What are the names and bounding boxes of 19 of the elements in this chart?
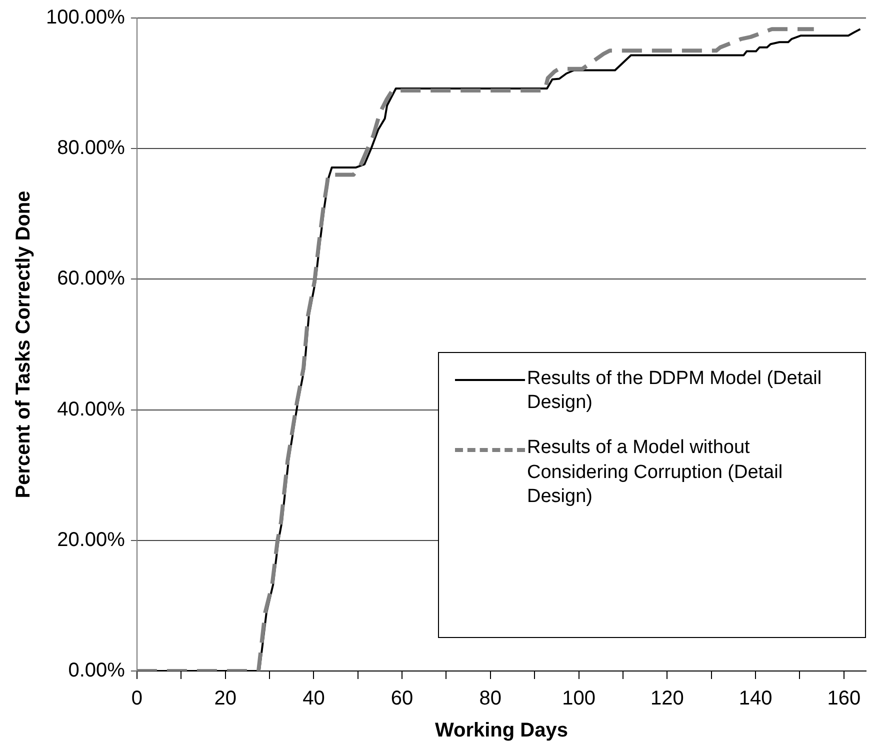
y-tick-label: 40.00%: [57, 398, 126, 420]
x-tick-label: 0: [131, 688, 143, 710]
y-tick-label: 60.00%: [57, 268, 126, 290]
x-tick-label: 60: [390, 688, 414, 710]
x-tick-label: 20: [214, 688, 236, 710]
x-tick-label: 100: [562, 688, 596, 710]
y-axis-title: Percent of Tasks Correctly Done: [12, 190, 35, 498]
x-tick-label: 40: [302, 688, 325, 710]
y-tick-label: 0.00%: [68, 660, 126, 682]
y-tick-label: 20.00%: [57, 528, 126, 551]
x-tick-label: 120: [650, 688, 684, 710]
y-tick-label: 80.00%: [57, 137, 126, 160]
x-tick-label: 140: [738, 688, 772, 710]
y-tick-label: 100.00%: [46, 6, 126, 29]
x-tick-label: 80: [479, 688, 502, 710]
x-tick-label: 160: [827, 688, 861, 710]
legend-label: Results of the DDPM Model (Detail Design): [527, 366, 823, 416]
legend-label: Results of a Model without Considering Corruption (Detail Design): [527, 436, 784, 510]
x-axis-title: Working Days: [434, 720, 568, 742]
